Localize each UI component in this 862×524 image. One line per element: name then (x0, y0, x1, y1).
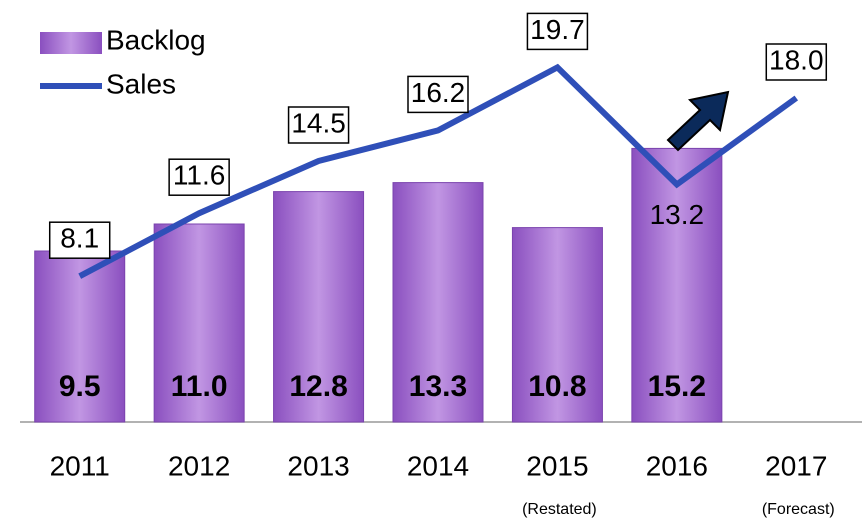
legend-label: Backlog (106, 24, 206, 55)
x-tick-label: 2011 (50, 450, 110, 481)
line-value-label: 11.6 (173, 160, 225, 191)
bar-value-label: 12.8 (289, 370, 347, 403)
line-value-label: 8.1 (60, 223, 99, 254)
x-tick-label: 2014 (407, 450, 469, 481)
line-value-label: 19.7 (530, 14, 585, 45)
line-value-label: 16.2 (411, 77, 466, 108)
line-label-box (48, 221, 111, 259)
bar-value-label: 15.2 (648, 370, 706, 403)
line-label-box (287, 106, 350, 144)
line-label-box (407, 75, 469, 114)
line-value-label: 14.5 (291, 107, 346, 138)
line-label-box (765, 43, 828, 81)
sales-line (78, 63, 799, 279)
trend-arrow (666, 90, 730, 152)
x-tick-label: 2013 (287, 450, 349, 481)
line-value-label: 18.0 (769, 44, 824, 75)
bar (273, 191, 365, 423)
line-value-label: 13.2 (650, 199, 705, 230)
x-tick-label: 2016 (646, 450, 708, 481)
bar (34, 250, 126, 423)
x-tick-label: 2015 (526, 450, 588, 481)
legend-label: Sales (106, 68, 176, 99)
x-tick-label: 2017 (765, 450, 827, 481)
legend-swatch (40, 32, 102, 54)
x-tick-label: 2012 (168, 450, 230, 481)
bar-value-label: 11.0 (171, 370, 228, 403)
bar-value-label: 10.8 (528, 370, 586, 403)
legend: Backlog Sales (40, 24, 206, 99)
x-tick-note: (Forecast) (762, 501, 835, 518)
x-tick-note: (Restated) (522, 501, 597, 518)
bar (511, 227, 603, 423)
line-label-box (526, 12, 589, 51)
bar-value-label: 13.3 (409, 370, 467, 403)
bar-value-label: 9.5 (59, 370, 101, 403)
bar (153, 223, 245, 423)
bar (392, 182, 484, 423)
bar (631, 147, 723, 423)
line-label-box (168, 158, 230, 196)
